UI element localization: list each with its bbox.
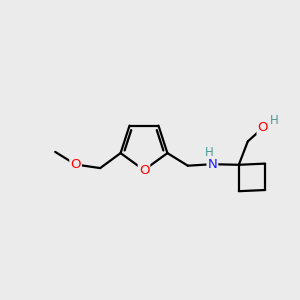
Text: N: N (208, 158, 217, 171)
Text: O: O (139, 164, 149, 177)
Text: H: H (204, 146, 213, 159)
Text: O: O (257, 122, 268, 134)
Text: O: O (70, 158, 81, 171)
Text: H: H (270, 114, 279, 127)
